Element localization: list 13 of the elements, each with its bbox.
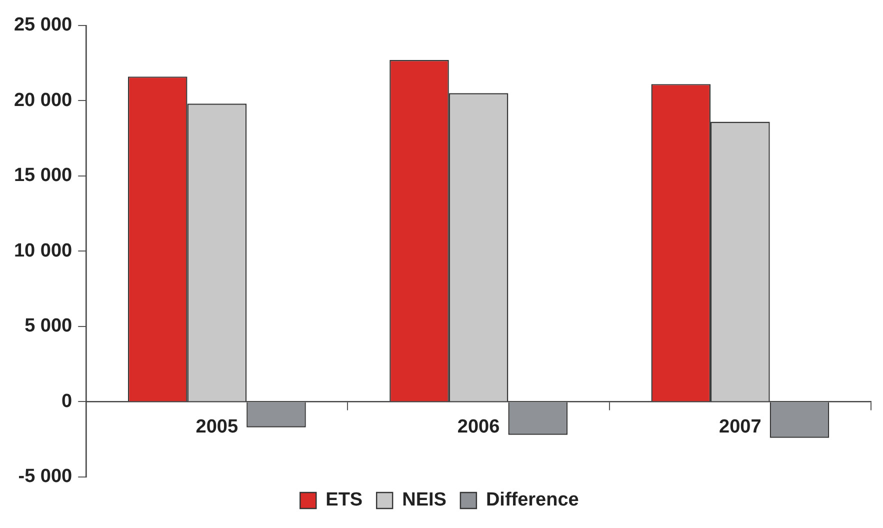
legend-label: NEIS [402, 490, 446, 511]
y-tick-label: 10 000 [14, 240, 72, 262]
legend-label: Difference [486, 490, 579, 511]
y-tick-label: 25 000 [14, 14, 72, 36]
x-tick-label: 2007 [719, 416, 762, 438]
x-tick-label: 2005 [196, 416, 238, 438]
y-tick-label: 0 [62, 390, 72, 412]
y-tick-label: 5 000 [24, 316, 72, 337]
y-tick-label: -5 000 [18, 466, 72, 488]
x-tick-label: 2006 [457, 416, 500, 438]
y-tick-label: 15 000 [14, 165, 72, 186]
legend-label: ETS [326, 490, 363, 511]
y-tick-label: 20 000 [14, 90, 72, 111]
